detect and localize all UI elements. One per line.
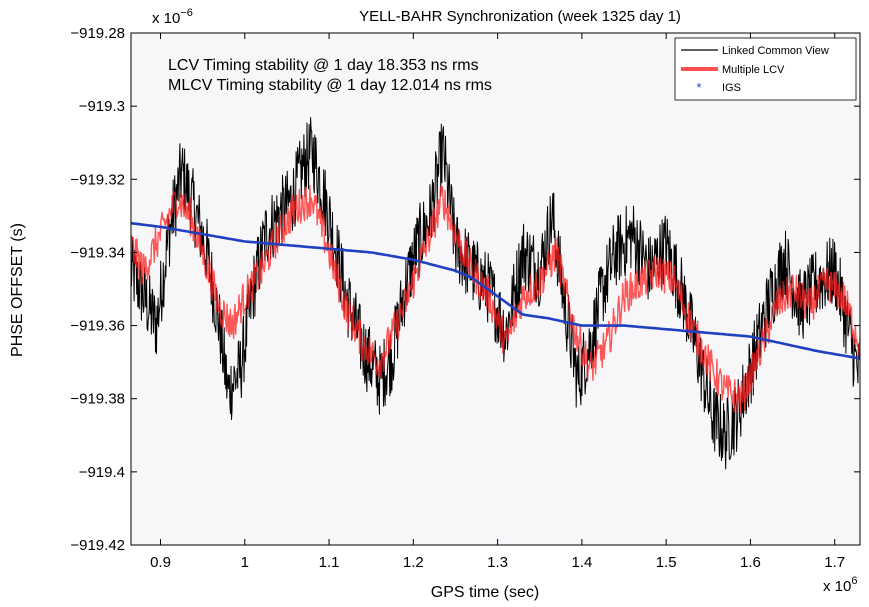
x-tick-label: 1.1 [319, 554, 340, 571]
y-tick-label: −919.4 [79, 464, 125, 481]
x-tick-label: 1.3 [487, 554, 508, 571]
y-axis-label: PHSE OFFSET (s) [9, 223, 26, 357]
y-tick-label: −919.38 [70, 391, 125, 408]
y-multiplier-base: x 10 [152, 10, 180, 27]
plot-frame [130, 32, 861, 546]
x-multiplier-exponent: 6 [851, 575, 857, 587]
x-axis: 0.9 1 1.1 1.2 1.3 1.4 1.5 1.6 1.7 [150, 33, 845, 571]
x-tick-label: 0.9 [150, 554, 171, 571]
y-multiplier: x 10−6 [152, 7, 193, 27]
plot-area [131, 33, 860, 545]
series-layer [131, 117, 860, 470]
legend-label-multiple-lcv: Multiple LCV [722, 64, 785, 76]
y-tick-label: −919.28 [70, 25, 125, 42]
x-tick-label: 1.4 [571, 554, 592, 571]
x-tick-label: 1 [241, 554, 249, 571]
x-tick-label: 1.6 [740, 554, 761, 571]
legend-swatch-igs: * [696, 80, 701, 95]
legend-label-igs: IGS [722, 82, 741, 94]
x-multiplier-base: x 10 [823, 578, 851, 595]
annotation-lcv: LCV Timing stability @ 1 day 18.353 ns r… [168, 57, 479, 74]
y-axis: −919.28 −919.3 −919.32 −919.34 −919.36 −919.3… [70, 25, 860, 554]
y-tick-label: −919.32 [70, 171, 125, 188]
legend: Linked Common View Multiple LCV * IGS [674, 37, 857, 101]
series-line-igs [131, 221, 860, 360]
x-tick-label: 1.5 [656, 554, 677, 571]
x-multiplier: x 106 [823, 575, 857, 595]
y-tick-label: −919.36 [70, 318, 125, 335]
y-tick-label: −919.3 [79, 98, 125, 115]
annotation-mlcv: MLCV Timing stability @ 1 day 12.014 ns … [168, 77, 492, 94]
x-axis-label: GPS time (sec) [431, 584, 539, 601]
y-tick-label: −919.34 [70, 244, 125, 261]
x-tick-label: 1.7 [824, 554, 845, 571]
chart-title: YELL-BAHR Synchronization (week 1325 day… [359, 8, 681, 25]
y-multiplier-exponent: −6 [180, 7, 193, 19]
legend-label-linked-common-view: Linked Common View [722, 45, 829, 57]
y-tick-label: −919.42 [70, 537, 125, 554]
x-tick-label: 1.2 [403, 554, 424, 571]
series-line-multiple-lcv [131, 184, 860, 414]
